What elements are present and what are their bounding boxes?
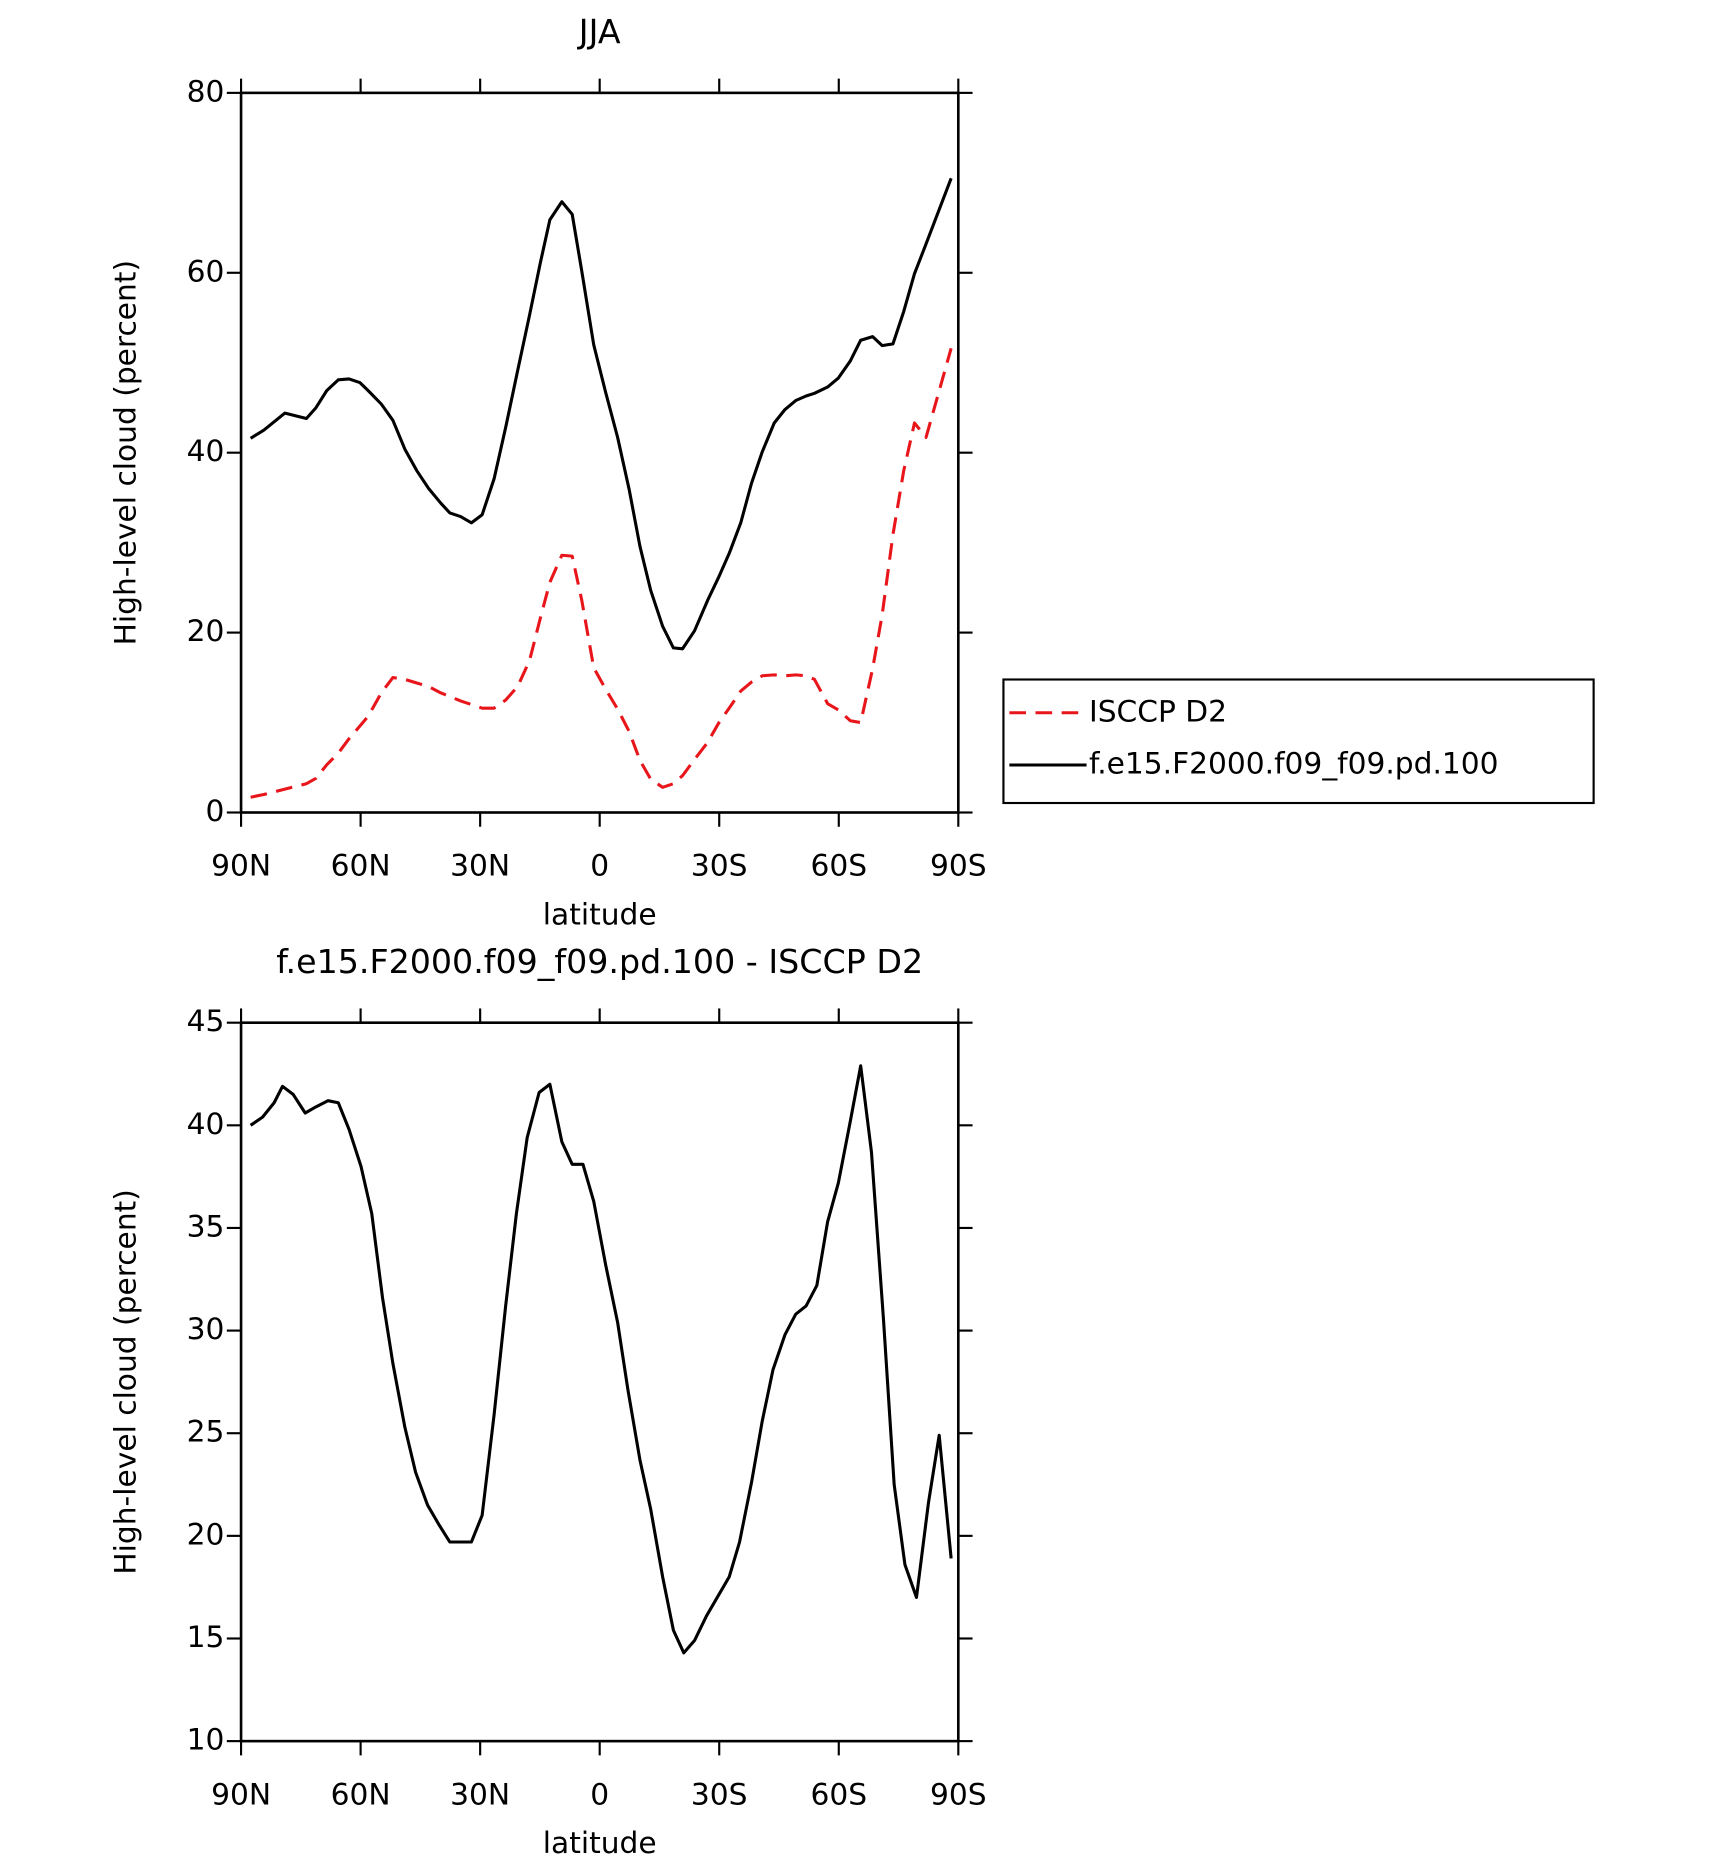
x-tick-label: 0 (590, 848, 609, 883)
y-tick-label: 25 (187, 1414, 225, 1449)
y-tick-label: 0 (206, 793, 225, 828)
x-tick-label: 30N (450, 848, 510, 883)
y-tick-label: 20 (187, 613, 225, 648)
x-axis-label: latitude (543, 1825, 657, 1860)
x-axis-label: latitude (543, 896, 657, 931)
x-tick-label: 30N (450, 1776, 510, 1811)
y-tick-label: 30 (187, 1311, 225, 1346)
x-tick-label: 90N (211, 848, 271, 883)
x-tick-label: 90N (211, 1776, 271, 1811)
data-line (250, 347, 953, 799)
y-tick-label: 40 (187, 433, 225, 468)
chart-title: JJA (577, 12, 621, 51)
x-tick-label: 30S (691, 1776, 748, 1811)
x-tick-label: 90S (930, 1776, 987, 1811)
x-tick-label: 90S (930, 848, 987, 883)
chart-title: f.e15.F2000.f09_f09.pd.100 - ISCCP D2 (276, 942, 923, 981)
legend-label: f.e15.F2000.f09_f09.pd.100 (1089, 746, 1499, 781)
y-tick-label: 60 (187, 253, 225, 288)
plot-frame (239, 1021, 960, 1743)
y-tick-label: 35 (187, 1208, 225, 1243)
y-tick-label: 40 (187, 1106, 225, 1141)
legend-label: ISCCP D2 (1089, 693, 1227, 728)
x-tick-label: 60N (331, 848, 391, 883)
data-line (249, 1064, 953, 1655)
y-axis-label: High-level cloud (percent) (108, 1189, 143, 1574)
data-line (249, 177, 953, 651)
y-tick-label: 15 (187, 1619, 225, 1654)
x-tick-label: 60N (331, 1776, 391, 1811)
x-tick-label: 60S (810, 848, 867, 883)
x-tick-label: 60S (810, 1776, 867, 1811)
plot-frame (239, 91, 960, 814)
legend-box (1002, 678, 1595, 805)
y-tick-label: 20 (187, 1516, 225, 1551)
y-tick-label: 80 (187, 73, 225, 108)
x-tick-label: 30S (691, 848, 748, 883)
y-tick-label: 45 (187, 1003, 225, 1038)
x-tick-label: 0 (590, 1776, 609, 1811)
y-axis-label: High-level cloud (percent) (108, 260, 143, 645)
y-tick-label: 10 (187, 1722, 225, 1757)
